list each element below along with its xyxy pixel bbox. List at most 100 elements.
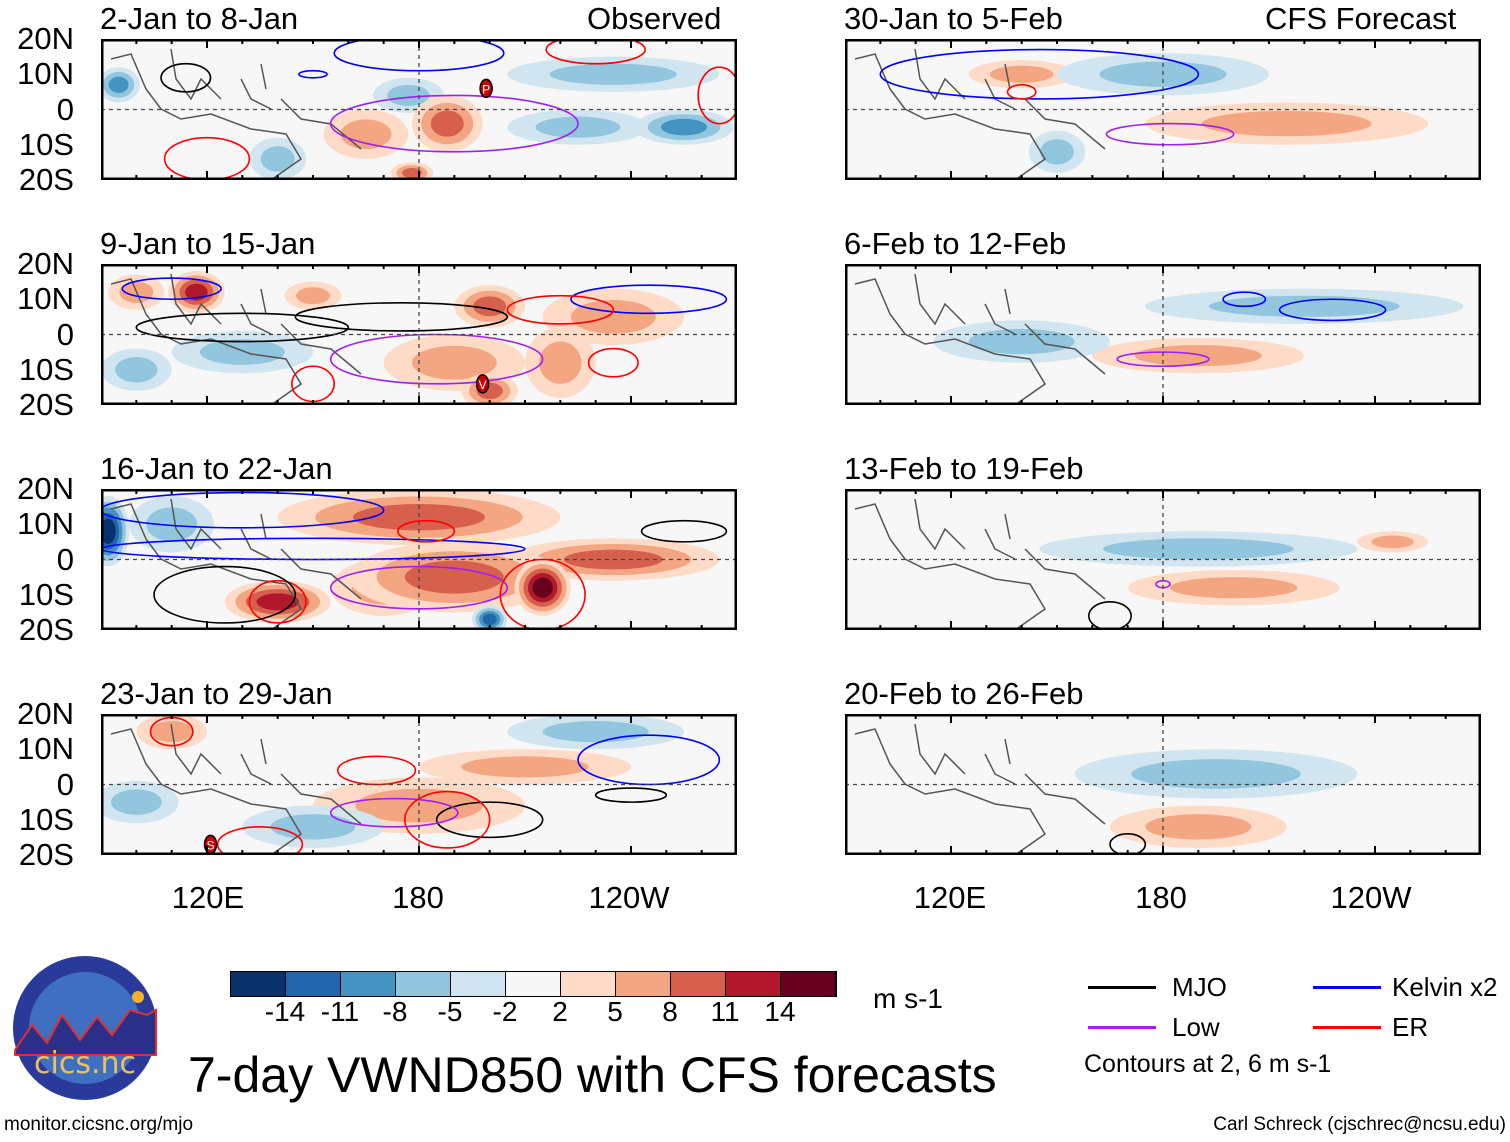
anomaly-field [473,296,507,317]
legend-er: ER [1392,1012,1429,1042]
panel-title: 20-Feb to 26-Feb [844,676,1084,711]
y-tick-label: 0 [56,541,74,577]
contour-kelvin [101,537,526,561]
colorbar-label: 2 [552,996,568,1027]
anomaly-field [549,63,677,85]
colorbar-swatch [451,972,506,996]
colorbar-label: -2 [492,996,518,1027]
contour-kelvin [1222,291,1267,308]
colorbar-swatch [671,972,726,996]
colorbar-swatch [506,972,561,996]
x-tick-right-0: 120E [913,880,987,915]
footer-url: monitor.cicsnc.org/mjo [4,1114,194,1135]
y-tick-label: 20N [17,246,74,281]
panel-frame [845,714,1481,855]
anomaly-field [402,168,422,178]
panel-frame [845,39,1481,180]
anomaly-field [270,814,356,840]
anomaly-field [1102,538,1294,560]
colorbar-swatch [286,972,341,996]
contour-kelvin [333,39,505,72]
y-tick-label: 10N [17,56,74,92]
colorbar-swatch [726,972,781,996]
anomaly-field [968,328,1075,355]
anomaly-field [146,507,198,542]
contour-kelvin [121,277,222,301]
anomaly-field [340,119,392,149]
colorbar-swatch [781,972,836,996]
contour-er [248,579,307,624]
panel-frame [101,39,737,180]
anomaly-field [1040,139,1074,165]
legend-low-line [1088,1026,1156,1029]
y-tick-label: 0 [56,91,74,127]
colorbar-swatch [341,972,396,996]
colorbar-label: 14 [764,996,796,1027]
anomaly-field [660,118,708,136]
anomaly-field [482,613,497,626]
anomaly-field [101,518,116,544]
anomaly-field [199,339,285,365]
map-panel [845,39,1481,180]
panel-title: 6-Feb to 12-Feb [844,226,1067,261]
colorbar-label: -5 [437,996,463,1027]
contour-er [216,826,304,855]
contour-low [329,94,579,153]
cics-logo: cics.nc [13,956,157,1100]
coastline [854,498,1106,630]
contour-er [697,66,737,125]
anomaly-field [1145,814,1252,840]
panel-frame [845,489,1481,630]
y-tick-label: 10S [18,126,74,162]
contour-mjo [160,62,212,93]
contour-mjo [594,787,668,803]
figure-title: 7-day VWND850 with CFS forecasts [188,1047,997,1103]
anomaly-field [1208,295,1400,317]
contour-mjo [135,312,350,343]
footer-author: Carl Schreck (cjschrec@ncsu.edu) [1213,1114,1506,1135]
y-tick-label: 10S [18,351,74,387]
anomaly-field [296,287,330,305]
storm-label: S [207,838,215,852]
colorbar-units: m s-1 [873,983,943,1014]
coastline [110,498,362,630]
contour-low [329,565,509,610]
y-tick-label: 10N [17,731,74,767]
svg-text:cics.nc: cics.nc [34,1046,136,1081]
y-tick-label: 20S [18,162,74,197]
legend-mjo-line [1088,986,1156,989]
storm-label: P [482,82,490,96]
panel-frame [101,264,737,405]
panel-title: 13-Feb to 19-Feb [844,451,1084,486]
anomaly-field [404,560,504,594]
colorbar-swatch [561,972,616,996]
anomaly-field [115,357,158,383]
map-panel [845,264,1481,405]
storm-label: V [479,378,487,392]
contour-mjo [153,565,297,624]
storm-marker [479,78,493,99]
anomaly-field [532,577,553,598]
anomaly-field [387,84,430,106]
contour-er [397,519,456,543]
y-tick-label: 10N [17,281,74,317]
colorbar-label: 5 [607,996,623,1027]
colorbar-label: -14 [264,996,306,1027]
coastline [110,273,362,405]
contour-er [1006,84,1037,100]
x-tick-right-2: 120W [1330,880,1412,915]
anomaly-field [353,504,485,531]
panel-title: 2-Jan to 8-Jan [100,1,299,36]
anomaly-field [539,341,582,384]
map-panel: S [101,714,737,855]
anomaly-field [989,65,1054,83]
panel-title: 16-Jan to 22-Jan [100,451,333,486]
contour-mjo [435,801,544,839]
legend-low: Low [1172,1012,1220,1042]
map-panel [845,714,1481,855]
y-tick-label: 20N [17,471,74,506]
contour-er [506,294,615,325]
panel-title: 9-Jan to 15-Jan [100,226,316,261]
coastline [854,723,1106,855]
contour-low [329,333,544,385]
